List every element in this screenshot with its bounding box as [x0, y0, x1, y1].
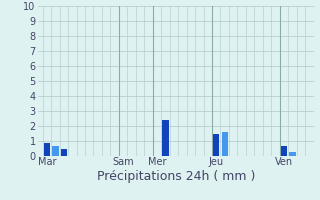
X-axis label: Précipitations 24h ( mm ): Précipitations 24h ( mm ) — [97, 170, 255, 183]
Bar — [221, 132, 228, 156]
Bar — [213, 134, 220, 156]
Bar — [52, 146, 59, 156]
Bar — [289, 152, 296, 156]
Bar — [281, 146, 287, 156]
Bar — [60, 148, 67, 156]
Bar — [44, 143, 50, 156]
Bar — [162, 120, 169, 156]
